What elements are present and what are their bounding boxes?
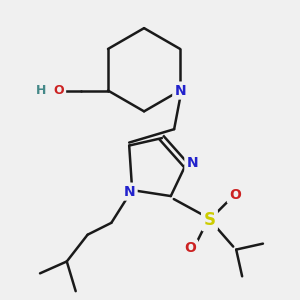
Text: O: O [229,188,241,202]
Text: S: S [203,211,215,229]
Text: O: O [54,84,64,97]
Text: N: N [186,156,198,170]
Text: H: H [36,84,46,97]
Text: N: N [124,184,136,199]
Text: O: O [184,241,196,255]
Text: N: N [174,84,186,98]
